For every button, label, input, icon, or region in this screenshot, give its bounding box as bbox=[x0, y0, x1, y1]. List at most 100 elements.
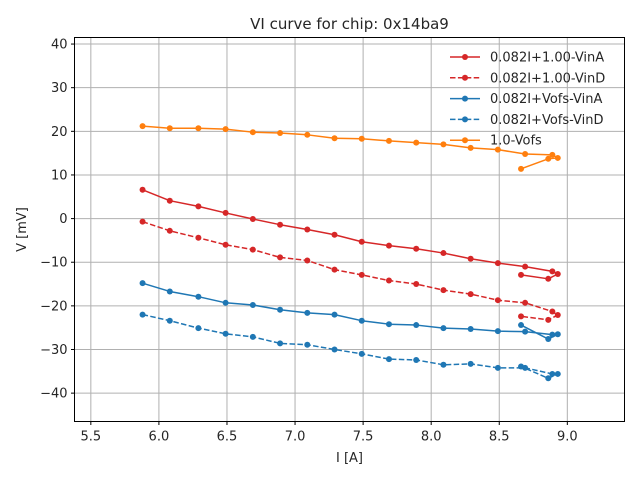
data-point bbox=[304, 309, 311, 316]
x-tick-label: 8.5 bbox=[489, 430, 510, 445]
data-point bbox=[195, 234, 202, 241]
grid-layer bbox=[74, 37, 625, 422]
data-point bbox=[249, 246, 256, 253]
y-tick-label: 40 bbox=[51, 38, 68, 53]
data-point bbox=[195, 293, 202, 300]
data-point bbox=[385, 277, 392, 284]
data-point bbox=[139, 311, 146, 318]
data-point bbox=[545, 375, 552, 382]
x-tick-label: 7.0 bbox=[285, 430, 306, 445]
series-layer bbox=[139, 123, 561, 382]
data-point bbox=[358, 135, 365, 142]
legend-label: 0.082I+Vofs-VinA bbox=[490, 92, 603, 107]
y-axis-ticks: −40 −30 −20 −10 0 10 20 30 40 bbox=[40, 38, 75, 402]
data-point bbox=[494, 146, 501, 153]
legend-item: 0.082I+1.00-VinD bbox=[450, 71, 605, 86]
data-point bbox=[494, 364, 501, 371]
data-point bbox=[222, 126, 229, 133]
data-point bbox=[331, 231, 338, 238]
legend-label: 1.0-Vofs bbox=[490, 134, 542, 149]
data-point bbox=[554, 312, 561, 319]
data-point bbox=[494, 297, 501, 304]
data-point bbox=[440, 141, 447, 148]
x-tick-label: 8.0 bbox=[421, 430, 442, 445]
y-axis-label: V [mV] bbox=[15, 207, 30, 252]
data-point bbox=[545, 155, 552, 162]
data-point bbox=[166, 197, 173, 204]
legend-item: 0.082I+Vofs-VinD bbox=[450, 113, 604, 128]
legend-marker bbox=[462, 74, 468, 81]
y-tick-label: −20 bbox=[40, 299, 67, 314]
data-point bbox=[358, 271, 365, 278]
data-point bbox=[249, 129, 256, 136]
data-point bbox=[195, 325, 202, 332]
data-point bbox=[304, 341, 311, 348]
x-tick-label: 7.5 bbox=[353, 430, 374, 445]
data-point bbox=[358, 317, 365, 324]
data-point bbox=[467, 255, 474, 262]
data-point bbox=[358, 238, 365, 245]
data-point bbox=[545, 316, 552, 323]
legend: 0.082I+1.00-VinA 0.082I+1.00-VinD 0.082I+V… bbox=[450, 51, 605, 149]
legend-marker bbox=[462, 54, 468, 60]
series-0-082i-vofs-vind bbox=[139, 311, 561, 382]
data-point bbox=[522, 328, 529, 335]
data-point bbox=[413, 281, 420, 288]
data-point bbox=[139, 218, 146, 225]
data-point bbox=[522, 299, 529, 306]
data-point bbox=[304, 226, 311, 233]
data-point bbox=[467, 144, 474, 151]
legend-label: 0.082I+1.00-VinD bbox=[490, 71, 605, 86]
x-tick-label: 6.5 bbox=[217, 430, 238, 445]
data-point bbox=[249, 333, 256, 340]
data-point bbox=[166, 227, 173, 234]
data-point bbox=[467, 360, 474, 367]
data-point bbox=[545, 336, 552, 343]
data-point bbox=[139, 280, 146, 287]
y-tick-label: 20 bbox=[51, 125, 68, 140]
data-point bbox=[549, 151, 556, 158]
series-0-082i-vofs-vina bbox=[139, 280, 561, 343]
data-point bbox=[518, 165, 525, 172]
y-tick-label: −10 bbox=[40, 256, 67, 271]
data-point bbox=[249, 216, 256, 223]
data-point bbox=[331, 346, 338, 353]
legend-item: 0.082I+1.00-VinA bbox=[450, 51, 604, 66]
data-point bbox=[331, 266, 338, 273]
data-point bbox=[440, 361, 447, 368]
data-point bbox=[440, 325, 447, 332]
data-point bbox=[277, 221, 284, 228]
chart-title: VI curve for chip: 0x14ba9 bbox=[250, 15, 449, 33]
data-point bbox=[413, 356, 420, 363]
data-point bbox=[554, 154, 561, 161]
data-point bbox=[554, 370, 561, 377]
data-point bbox=[166, 317, 173, 324]
data-point bbox=[331, 311, 338, 318]
data-point bbox=[277, 306, 284, 313]
series-0-082i-1-00-vind bbox=[139, 218, 561, 323]
legend-marker bbox=[462, 137, 468, 144]
data-point bbox=[304, 131, 311, 138]
y-tick-label: 10 bbox=[51, 168, 68, 183]
legend-item: 1.0-Vofs bbox=[450, 134, 542, 149]
data-point bbox=[494, 328, 501, 335]
series-0-082i-1-00-vina bbox=[139, 186, 561, 282]
data-point bbox=[522, 263, 529, 270]
data-point bbox=[331, 135, 338, 142]
data-point bbox=[440, 287, 447, 294]
data-point bbox=[467, 291, 474, 298]
data-point bbox=[494, 260, 501, 267]
data-point bbox=[549, 308, 556, 315]
data-point bbox=[518, 322, 525, 329]
data-point bbox=[195, 125, 202, 132]
data-point bbox=[518, 271, 525, 278]
y-tick-label: 0 bbox=[59, 212, 67, 227]
data-point bbox=[440, 250, 447, 257]
legend-item: 0.082I+Vofs-VinA bbox=[450, 92, 603, 107]
series-1-0-vofs bbox=[139, 123, 561, 172]
x-axis-label: I [A] bbox=[336, 451, 363, 466]
x-tick-label: 6.0 bbox=[149, 430, 170, 445]
data-point bbox=[222, 209, 229, 216]
y-tick-label: −40 bbox=[40, 387, 67, 402]
